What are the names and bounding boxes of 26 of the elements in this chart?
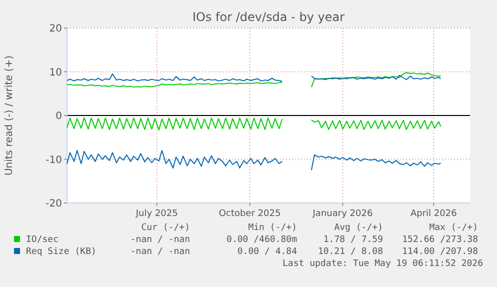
text: Avg (-/+) [334, 223, 383, 233]
text: 0.00 /460.80m [226, 235, 297, 245]
text: -nan / -nan [130, 235, 190, 245]
text: -nan / -nan [130, 247, 190, 257]
x-tick-label: July 2025 [134, 209, 178, 219]
y-tick-label: -10 [46, 154, 62, 166]
text: Last update: Tue May 19 06:11:52 2026 [282, 259, 483, 269]
x-tick-label: April 2026 [410, 209, 458, 219]
text: 10.21 / 8.08 [318, 247, 383, 257]
x-tick-label: October 2025 [218, 209, 281, 219]
text: 152.66 /273.38 [402, 235, 478, 245]
text: 1.78 / 7.59 [323, 235, 383, 245]
text: Min (-/+) [248, 223, 297, 233]
legend-label: Req Size (KB) [26, 247, 96, 257]
text: Max (-/+) [429, 223, 478, 233]
y-tick-label: -20 [46, 198, 62, 210]
x-tick-label: January 2026 [312, 209, 373, 219]
y-axis-title: Units read (-) / write (+) [4, 55, 15, 176]
y-tick-label: 0 [56, 111, 62, 122]
chart-title: IOs for /dev/sda - by year [192, 10, 345, 24]
legend-label: IO/sec [26, 235, 59, 245]
y-tick-label: 10 [49, 67, 62, 78]
y-tick-label: 20 [49, 24, 62, 34]
text: 114.00 /207.98 [402, 247, 478, 257]
text: 0.00 / 4.84 [237, 247, 297, 257]
text: Cur (-/+) [141, 223, 190, 233]
